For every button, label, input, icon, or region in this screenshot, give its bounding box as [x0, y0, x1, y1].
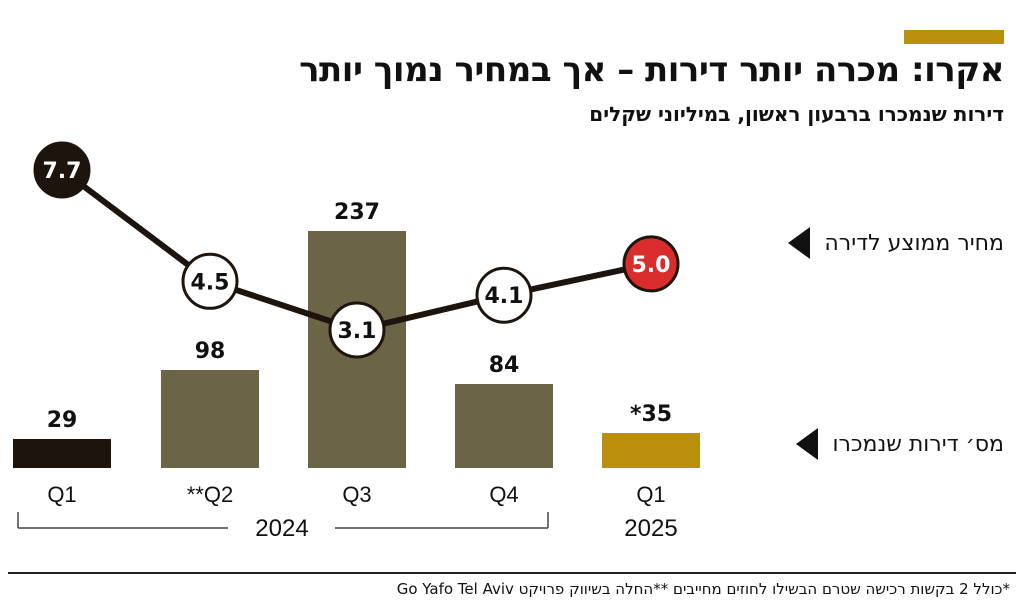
price-marker-label: 3.1	[338, 319, 377, 344]
category-tick-label: **Q2	[187, 482, 233, 507]
price-marker-label: 4.5	[191, 270, 230, 295]
price-marker-2	[181, 252, 239, 310]
category-tick-label: Q1	[636, 482, 665, 507]
footnote: *כולל 2 בקשות רכישה שטרם הבשילו לחוזים מ…	[396, 580, 1010, 598]
year-label-2024: 2024	[255, 515, 308, 542]
legend-price: מחיר ממוצע לדירה	[788, 227, 1004, 259]
year-label-2025: 2025	[624, 515, 677, 542]
price-marker-label: 4.1	[485, 284, 524, 309]
year-brackets: 2024 2025	[17, 512, 678, 542]
left-arrow-icon	[788, 227, 811, 259]
price-marker-3	[328, 301, 386, 359]
price-marker-label: 5.0	[632, 253, 671, 278]
accent-bar	[904, 30, 1004, 44]
legend-units: מס׳ דירות שנמכרו	[796, 428, 1004, 460]
category-tick-label: Q3	[342, 482, 371, 507]
category-labels-layer: Q1 **Q2 Q3 Q4 Q1	[47, 482, 665, 507]
bar-value-label: 29	[47, 408, 78, 433]
chart-title: אקרו: מכרה יותר דירות – אך במחיר נמוך יו…	[299, 50, 1004, 90]
bar-value-label: 237	[334, 200, 380, 225]
bar-labels-layer: 29 98 237 84 *35	[47, 200, 672, 433]
left-arrow-icon	[796, 428, 819, 460]
bar-1	[13, 439, 111, 468]
chart-subtitle: דירות שנמכרו ברבעון ראשון, במיליוני שקלי…	[589, 102, 1004, 126]
category-tick-label: Q4	[489, 482, 518, 507]
bar-2	[161, 370, 259, 468]
bar-4	[455, 384, 553, 468]
price-marker-1	[33, 141, 91, 199]
category-tick-label: Q1	[47, 482, 76, 507]
bars-layer	[13, 231, 700, 468]
legend-units-label: מס׳ דירות שנמכרו	[832, 431, 1004, 457]
price-marker-label: 7.7	[43, 159, 82, 184]
bar-value-label: *35	[630, 402, 672, 427]
price-marker-4	[475, 266, 533, 324]
bar-value-label: 84	[489, 353, 520, 378]
legend-price-label: מחיר ממוצע לדירה	[824, 230, 1004, 256]
price-marker-5	[622, 235, 680, 293]
bar-value-label: 98	[195, 339, 226, 364]
bar-5	[602, 433, 700, 468]
markers-layer: 7.7 4.5 3.1 4.1 5.0	[33, 141, 680, 359]
footer-divider	[8, 572, 1016, 574]
